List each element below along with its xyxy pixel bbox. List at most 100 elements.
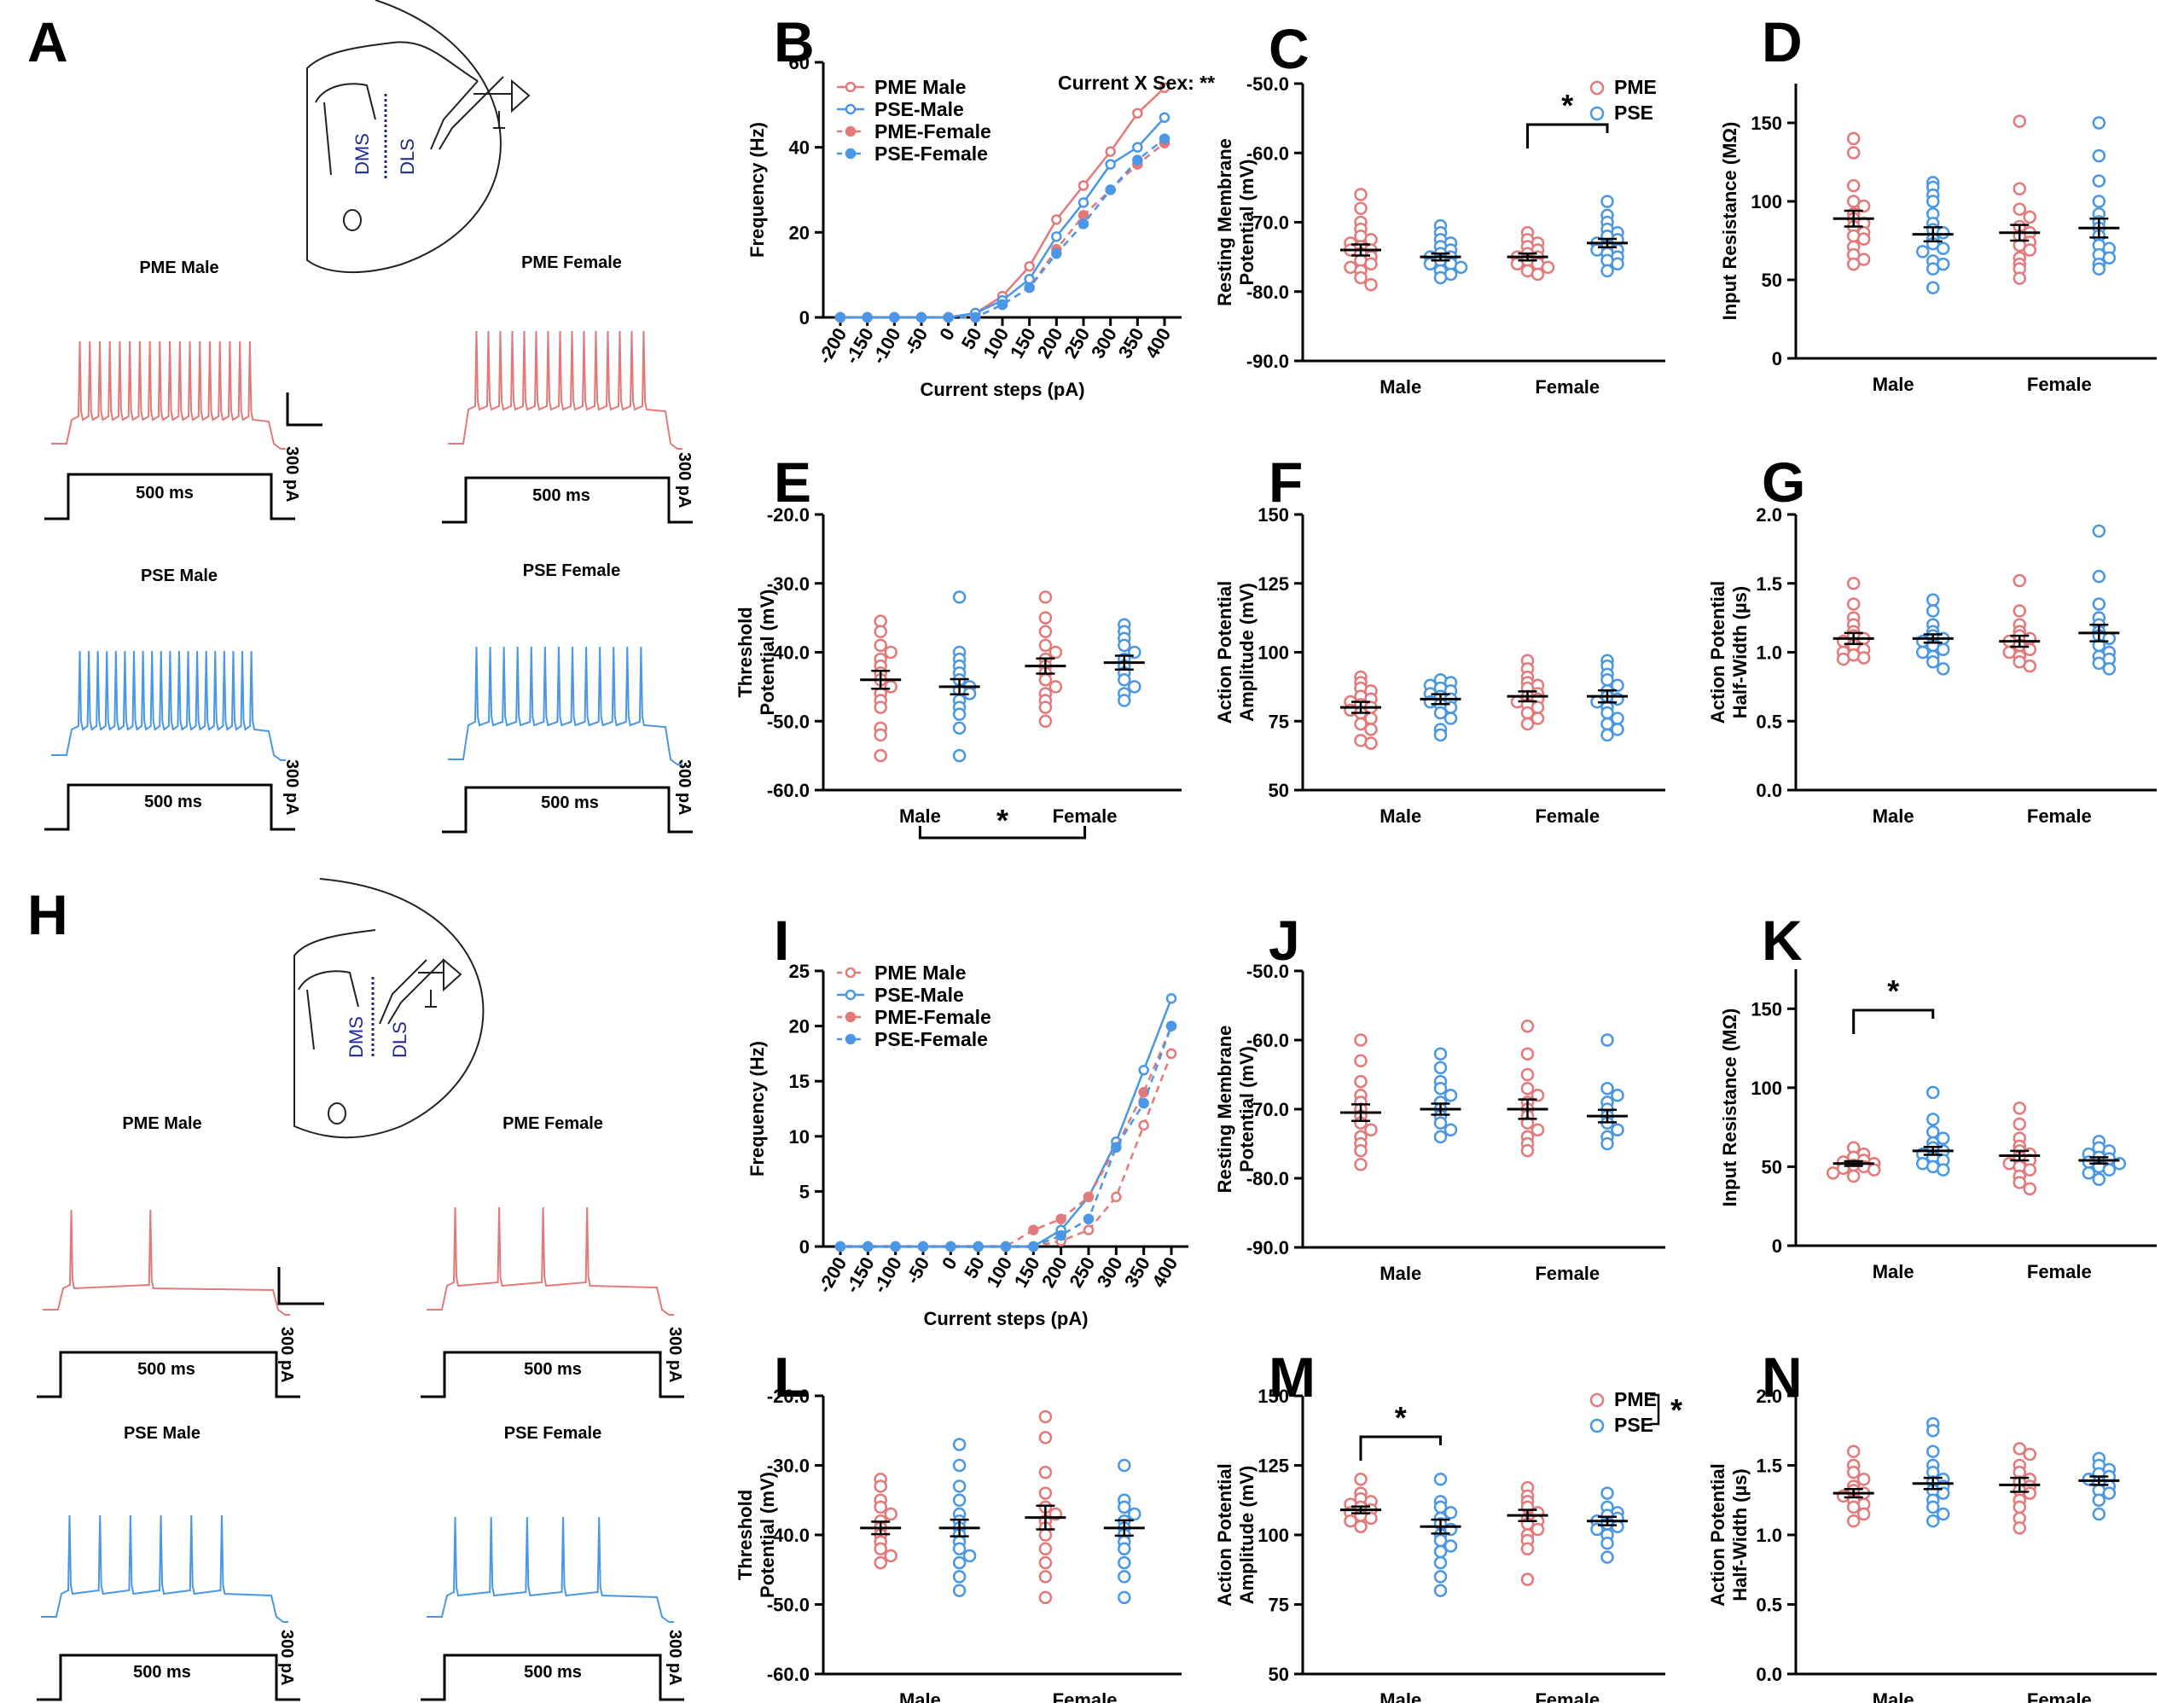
data-point bbox=[1936, 257, 1950, 271]
data-point bbox=[1128, 680, 1141, 694]
data-point bbox=[1846, 1444, 1861, 1458]
data-point bbox=[915, 311, 927, 323]
data-point bbox=[1936, 1163, 1950, 1177]
stimulus-step bbox=[37, 1351, 300, 1398]
data-point bbox=[1048, 645, 1063, 660]
data-point bbox=[1936, 662, 1950, 676]
data-point bbox=[2092, 569, 2106, 584]
data-point bbox=[2092, 1172, 2106, 1186]
data-point bbox=[863, 1241, 874, 1253]
data-point bbox=[952, 1479, 967, 1493]
data-point bbox=[1364, 257, 1378, 270]
y-tick-label: 0.0 bbox=[1756, 780, 1782, 801]
data-point bbox=[884, 645, 897, 660]
data-point bbox=[1105, 146, 1116, 157]
data-point bbox=[1433, 728, 1448, 742]
data-point bbox=[1077, 197, 1089, 208]
data-point bbox=[1051, 231, 1062, 242]
y-tick-label: -90.0 bbox=[1246, 1237, 1289, 1258]
data-point bbox=[1077, 210, 1089, 221]
legend-label: PME-Female bbox=[874, 1006, 991, 1028]
data-point bbox=[1132, 108, 1143, 119]
y-axis-label: Action Potential bbox=[1214, 581, 1235, 724]
y-tick-label: 1.5 bbox=[1756, 1456, 1782, 1477]
x-tick-label: -200 bbox=[814, 324, 851, 368]
x-tick-label: 400 bbox=[1147, 1253, 1182, 1291]
data-point bbox=[2013, 1101, 2027, 1115]
dls-label: DLS bbox=[397, 138, 418, 175]
data-point bbox=[2023, 243, 2037, 257]
y-tick-label: -60.0 bbox=[1246, 1030, 1289, 1051]
x-tick-label: 100 bbox=[979, 324, 1013, 362]
data-point bbox=[874, 1500, 887, 1514]
x-tick-label: 350 bbox=[1114, 324, 1148, 362]
trace-title-pme-male-b: PME Male bbox=[122, 1114, 201, 1133]
data-point bbox=[1926, 1514, 1940, 1528]
data-point bbox=[1118, 1500, 1131, 1514]
y-tick-label: 150 bbox=[1751, 998, 1782, 1020]
y-axis-label: Frequency (Hz) bbox=[746, 1041, 768, 1177]
trace-title-pse-female-b: PSE Female bbox=[504, 1424, 602, 1443]
significance-bracket bbox=[1650, 1393, 1660, 1426]
scale-bar bbox=[286, 392, 322, 427]
y-tick-label: -60.0 bbox=[767, 780, 810, 801]
data-point bbox=[1118, 638, 1131, 653]
data-point bbox=[1531, 267, 1545, 282]
trace-title-pme-female-b: PME Female bbox=[502, 1114, 603, 1133]
duration-label-1: 500 ms bbox=[136, 484, 194, 503]
current-label-8: 300 pA bbox=[665, 1630, 684, 1686]
y-axis-label: Frequency (Hz) bbox=[746, 122, 768, 258]
y-tick-label: 0 bbox=[799, 1236, 810, 1258]
x-category-label: Female bbox=[2027, 805, 2092, 827]
panel-label-c: C bbox=[1269, 17, 1310, 80]
brain-schematic-top bbox=[306, 0, 531, 273]
data-point bbox=[1028, 1241, 1039, 1253]
data-point bbox=[1354, 1033, 1368, 1047]
data-point bbox=[1600, 1486, 1614, 1500]
data-point bbox=[1433, 1047, 1448, 1061]
data-point bbox=[1520, 1081, 1535, 1096]
chart-j-resting-potential-bottom: -90.0 -80.0 -70.0 -60.0 -50.0 Resting Membran… bbox=[1214, 961, 1665, 1284]
y-tick-label: -90.0 bbox=[1246, 351, 1289, 372]
y-tick-label: -50.0 bbox=[767, 1595, 810, 1616]
data-point bbox=[1354, 717, 1368, 731]
data-point bbox=[952, 1570, 967, 1584]
data-point bbox=[2013, 1176, 2027, 1189]
data-point bbox=[1856, 232, 1871, 246]
data-point bbox=[1520, 1020, 1535, 1033]
data-point bbox=[1531, 1089, 1545, 1102]
chart-f-ap-amplitude-top: 50 75 100 125 150 Action Potential Amplitude (… bbox=[1214, 504, 1665, 827]
data-point bbox=[1936, 1131, 1950, 1145]
data-point bbox=[1077, 180, 1089, 191]
data-point bbox=[1600, 1033, 1614, 1047]
stimulus-step bbox=[421, 1351, 684, 1398]
data-point bbox=[1132, 142, 1143, 153]
panel-label-b: B bbox=[774, 10, 815, 73]
legend-label: PSE-Male bbox=[874, 984, 964, 1006]
trace-pse-female bbox=[448, 646, 682, 765]
data-point bbox=[2013, 1442, 2027, 1456]
data-point bbox=[962, 1549, 977, 1563]
data-point bbox=[1443, 1506, 1458, 1520]
y-tick-label: 0.5 bbox=[1756, 711, 1782, 732]
panel-label-i: I bbox=[774, 909, 789, 972]
data-point bbox=[2092, 116, 2106, 130]
y-tick-label: 125 bbox=[1258, 573, 1289, 595]
x-tick-label: -100 bbox=[868, 324, 905, 368]
data-point bbox=[1611, 678, 1624, 693]
data-point bbox=[1038, 1528, 1053, 1542]
y-tick-label: -20.0 bbox=[767, 504, 810, 526]
data-point bbox=[1926, 281, 1940, 294]
data-point bbox=[2102, 1486, 2117, 1500]
duration-label-4: 500 ms bbox=[541, 793, 599, 812]
data-point bbox=[1433, 1061, 1448, 1075]
legend-label: PSE bbox=[1614, 102, 1653, 124]
x-category-label: Female bbox=[1535, 376, 1600, 398]
series-line-pme-male bbox=[840, 1053, 1173, 1248]
data-point bbox=[1038, 1590, 1053, 1605]
data-point bbox=[996, 299, 1008, 311]
data-point bbox=[1846, 597, 1861, 611]
data-point bbox=[2082, 1166, 2096, 1180]
legend-label: PSE bbox=[1614, 1414, 1653, 1436]
y-tick-label: 1.5 bbox=[1756, 573, 1782, 595]
